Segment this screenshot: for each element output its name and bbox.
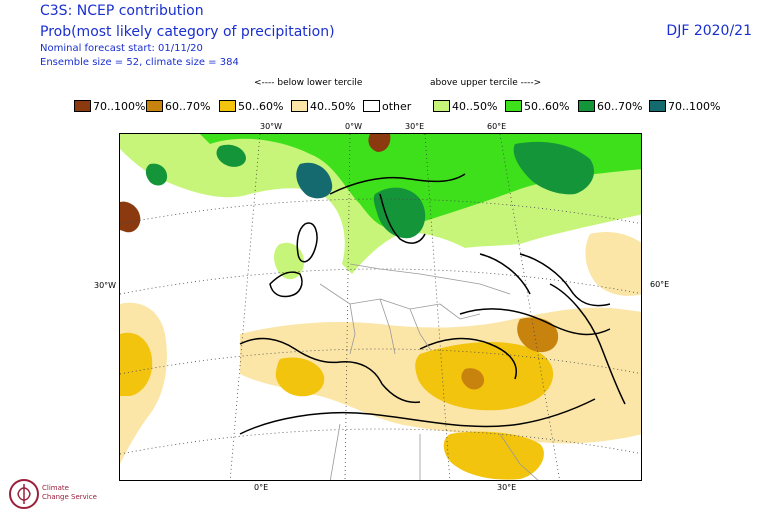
title-source: C3S: NCEP contribution — [40, 3, 204, 19]
ensemble-size-text: Ensemble size = 52, climate size = 384 — [40, 57, 239, 68]
probability-map — [119, 133, 642, 481]
green-region-uk — [274, 242, 305, 280]
title-variable: Prob(most likely category of precipitati… — [40, 24, 335, 40]
below-tercile-header: <---- below lower tercile — [254, 78, 363, 88]
legend-label: 50..60% — [238, 99, 284, 113]
left-edge-label: 30°W — [94, 281, 117, 290]
legend-item: 70..100% — [649, 97, 720, 115]
legend: 70..100% 60..70% 50..60% 40..50% other 4… — [74, 97, 734, 115]
dry-region-brown — [120, 201, 141, 233]
legend-label: 70..100% — [668, 99, 721, 113]
forecast-start-text: Nominal forecast start: 01/11/20 — [40, 43, 203, 54]
lon-label-bottom: 30°E — [497, 483, 517, 492]
above-tercile-header: above upper tercile ----> — [430, 78, 542, 88]
lon-label-top: 30°W — [260, 122, 283, 131]
legend-swatch — [505, 100, 522, 112]
legend-label: 60..70% — [165, 99, 211, 113]
green-region-dark — [145, 163, 168, 186]
legend-label: 50..60% — [524, 99, 570, 113]
right-edge-label: 60°E — [650, 280, 670, 289]
green-region-scandinavia — [373, 187, 426, 239]
legend-item: 70..100% — [74, 97, 145, 115]
dry-region-med-core — [275, 357, 325, 397]
legend-item: 50..60% — [219, 97, 283, 115]
season-label: DJF 2020/21 — [666, 23, 752, 39]
map-canvas — [120, 134, 641, 480]
legend-swatch — [291, 100, 308, 112]
legend-label: 40..50% — [452, 99, 498, 113]
legend-label: other — [382, 99, 412, 113]
legend-swatch — [146, 100, 163, 112]
climate-logo-icon: Climate Change Service — [9, 479, 97, 509]
lon-label-top: 60°E — [487, 122, 507, 131]
logo-text-line1: Climate — [42, 484, 69, 492]
graticule — [120, 134, 641, 480]
legend-item: 40..50% — [433, 97, 497, 115]
dry-region-east — [585, 232, 641, 296]
dry-region-med-core — [415, 342, 554, 411]
legend-item: other — [363, 97, 411, 115]
dry-region-south — [443, 431, 544, 480]
legend-swatch — [219, 100, 236, 112]
dry-region-greece — [461, 368, 485, 390]
legend-item: 40..50% — [291, 97, 355, 115]
legend-swatch — [363, 100, 380, 112]
logo-text-line2: Change Service — [42, 493, 97, 501]
green-region-dark — [296, 162, 333, 199]
green-region-dark — [216, 144, 246, 167]
legend-swatch — [433, 100, 450, 112]
green-region-dark — [513, 141, 595, 195]
lon-label-top: 0°W — [345, 122, 362, 131]
dry-region-brown-top — [368, 134, 391, 152]
legend-label: 70..100% — [93, 99, 146, 113]
dry-region-west-core — [120, 332, 153, 396]
dry-region-turkey — [517, 317, 559, 353]
legend-item: 60..70% — [578, 97, 642, 115]
lon-label-top: 30°E — [405, 122, 425, 131]
legend-label: 60..70% — [597, 99, 643, 113]
legend-swatch — [74, 100, 91, 112]
country-borders — [319, 263, 539, 480]
coastlines — [239, 173, 626, 435]
legend-item: 60..70% — [146, 97, 210, 115]
legend-item: 50..60% — [505, 97, 569, 115]
copernicus-logo: Climate Change Service — [4, 472, 114, 516]
legend-swatch — [649, 100, 666, 112]
legend-label: 40..50% — [310, 99, 356, 113]
legend-swatch — [578, 100, 595, 112]
lon-label-bottom: 0°E — [254, 483, 269, 492]
